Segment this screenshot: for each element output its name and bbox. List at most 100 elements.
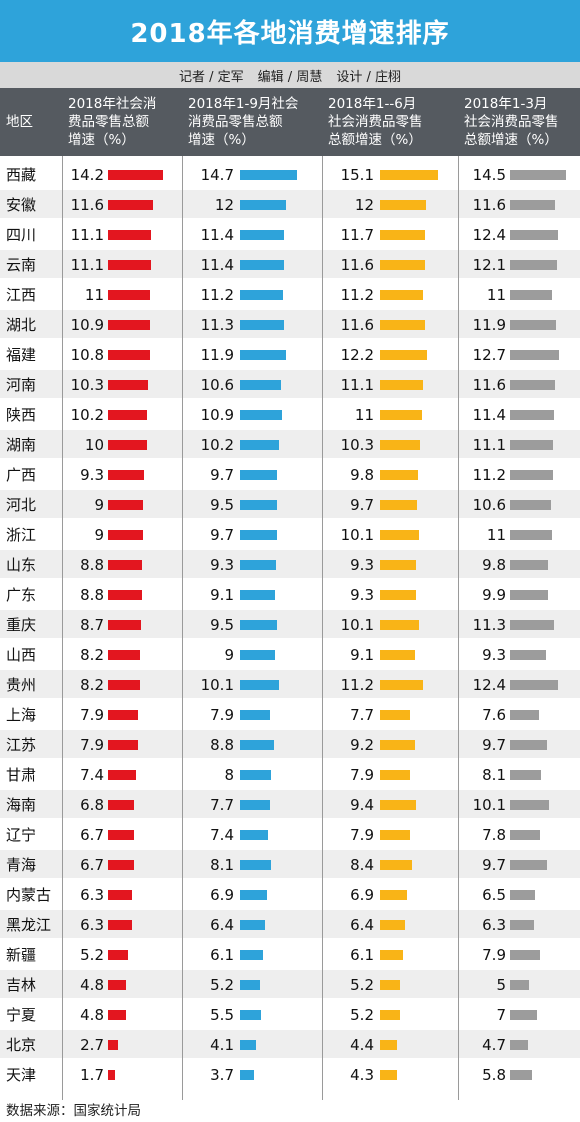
credit-editor: 编辑 / 周慧	[257, 69, 323, 85]
table-row: 重庆 8.7 9.5 10.1 11.3	[0, 610, 580, 638]
data-label: 11	[354, 406, 374, 424]
data-label: 12.1	[472, 256, 506, 274]
region-label: 贵州	[6, 676, 37, 694]
header-col-3-line-1: 2018年1--6月	[328, 96, 417, 112]
region-label: 黑龙江	[6, 916, 52, 934]
bar	[240, 470, 277, 480]
bar	[510, 410, 554, 420]
bar	[240, 200, 286, 210]
table-row: 河南 10.3 10.6 11.1 11.6	[0, 370, 580, 398]
region-label: 福建	[6, 346, 37, 364]
bar	[510, 860, 547, 870]
bar	[380, 650, 415, 660]
bar	[108, 260, 151, 270]
data-label: 5.5	[210, 1006, 234, 1024]
header-region-label: 地区	[6, 114, 33, 130]
bar	[108, 230, 151, 240]
bar	[510, 830, 540, 840]
region-label: 河南	[6, 376, 37, 394]
column-divider	[322, 156, 323, 1100]
bar	[380, 710, 410, 720]
bar	[108, 1070, 115, 1080]
data-label: 11.2	[472, 466, 506, 484]
data-label: 4.3	[350, 1066, 374, 1084]
table-row: 青海 6.7 8.1 8.4 9.7	[0, 850, 580, 878]
data-label: 8.8	[80, 556, 104, 574]
data-label: 11.4	[200, 256, 234, 274]
bar	[108, 380, 148, 390]
data-label: 9.3	[350, 556, 374, 574]
bar	[240, 680, 279, 690]
data-label: 8.8	[210, 736, 234, 754]
bar	[240, 830, 268, 840]
region-label: 宁夏	[6, 1006, 37, 1024]
data-label: 7.9	[350, 826, 374, 844]
table-row: 四川 11.1 11.4 11.7 12.4	[0, 220, 580, 248]
table-row: 吉林 4.8 5.2 5.2 5	[0, 970, 580, 998]
data-label: 9	[224, 646, 234, 664]
bar	[108, 500, 143, 510]
bar	[510, 1070, 532, 1080]
bar	[510, 740, 547, 750]
data-label: 8.7	[80, 616, 104, 634]
region-label: 北京	[6, 1036, 37, 1054]
bar	[108, 410, 147, 420]
region-label: 内蒙古	[6, 886, 52, 904]
table-row: 上海 7.9 7.9 7.7 7.6	[0, 700, 580, 728]
data-label: 11.1	[472, 436, 506, 454]
bar	[380, 500, 417, 510]
table-row: 天津 1.7 3.7 4.3 5.8	[0, 1060, 580, 1088]
bar	[510, 1010, 537, 1020]
data-label: 11	[84, 286, 104, 304]
bar	[108, 890, 132, 900]
bar	[510, 650, 546, 660]
table-row: 江西 11 11.2 11.2 11	[0, 280, 580, 308]
table-row: 安徽 11.6 12 12 11.6	[0, 190, 580, 218]
data-label: 7.7	[210, 796, 234, 814]
bar	[380, 830, 410, 840]
bar	[108, 680, 140, 690]
credit-reporter: 记者 / 定军	[179, 69, 244, 85]
header-col-1-line-3: 增速（%）	[68, 132, 135, 148]
bar	[240, 320, 284, 330]
table-row: 云南 11.1 11.4 11.6 12.1	[0, 250, 580, 278]
region-label: 云南	[6, 256, 37, 274]
bar	[240, 380, 281, 390]
bar	[380, 680, 423, 690]
bar	[108, 320, 150, 330]
bar	[108, 950, 128, 960]
data-label: 10.1	[340, 616, 374, 634]
data-label: 7.9	[80, 706, 104, 724]
data-label: 10.6	[472, 496, 506, 514]
bar	[510, 980, 529, 990]
data-label: 5.2	[210, 976, 234, 994]
region-label: 上海	[6, 706, 37, 724]
region-label: 四川	[6, 226, 37, 244]
bar	[380, 260, 425, 270]
table-row: 浙江 9 9.7 10.1 11	[0, 520, 580, 548]
bar	[240, 1040, 256, 1050]
region-label: 陕西	[6, 406, 37, 424]
region-label: 浙江	[6, 526, 37, 544]
data-label: 14.5	[472, 166, 506, 184]
bar	[510, 560, 548, 570]
data-label: 11.1	[70, 256, 104, 274]
table-row: 广东 8.8 9.1 9.3 9.9	[0, 580, 580, 608]
data-label: 5	[496, 976, 506, 994]
data-label: 6.8	[80, 796, 104, 814]
bar	[510, 1040, 528, 1050]
bar	[510, 500, 551, 510]
table-row: 陕西 10.2 10.9 11 11.4	[0, 400, 580, 428]
bar	[380, 890, 407, 900]
table-row: 内蒙古 6.3 6.9 6.9 6.5	[0, 880, 580, 908]
region-label: 山东	[6, 556, 37, 574]
region-label: 西藏	[6, 166, 37, 184]
region-label: 广西	[6, 466, 37, 484]
header-col-4-line-3: 总额增速（%）	[464, 132, 558, 148]
data-label: 4.7	[482, 1036, 506, 1054]
data-label: 15.1	[340, 166, 374, 184]
bar	[240, 170, 297, 180]
region-label: 甘肃	[6, 766, 37, 784]
table-row: 海南 6.8 7.7 9.4 10.1	[0, 790, 580, 818]
bar	[380, 800, 416, 810]
